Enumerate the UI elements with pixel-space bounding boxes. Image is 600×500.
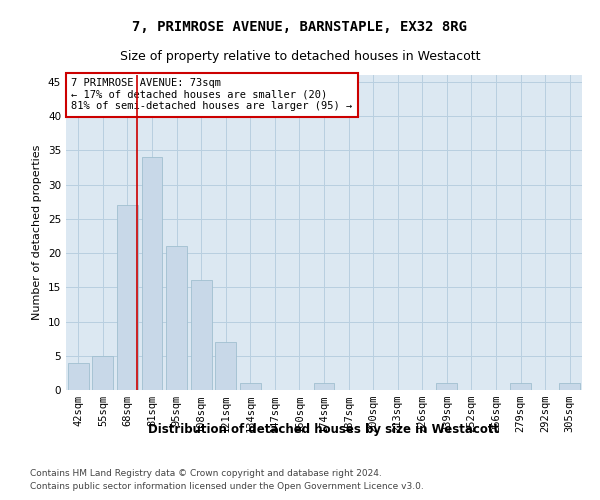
Text: Contains HM Land Registry data © Crown copyright and database right 2024.: Contains HM Land Registry data © Crown c… bbox=[30, 468, 382, 477]
Bar bbox=[559, 383, 580, 390]
Text: Size of property relative to detached houses in Westacott: Size of property relative to detached ho… bbox=[120, 50, 480, 63]
Text: 7, PRIMROSE AVENUE, BARNSTAPLE, EX32 8RG: 7, PRIMROSE AVENUE, BARNSTAPLE, EX32 8RG bbox=[133, 20, 467, 34]
Bar bbox=[215, 342, 236, 390]
Bar bbox=[314, 383, 334, 390]
Bar bbox=[166, 246, 187, 390]
Bar bbox=[68, 362, 89, 390]
Bar bbox=[510, 383, 531, 390]
Y-axis label: Number of detached properties: Number of detached properties bbox=[32, 145, 43, 320]
Text: Distribution of detached houses by size in Westacott: Distribution of detached houses by size … bbox=[148, 422, 500, 436]
Bar bbox=[191, 280, 212, 390]
Bar bbox=[92, 356, 113, 390]
Text: Contains public sector information licensed under the Open Government Licence v3: Contains public sector information licen… bbox=[30, 482, 424, 491]
Bar bbox=[436, 383, 457, 390]
Bar bbox=[142, 157, 163, 390]
Text: 7 PRIMROSE AVENUE: 73sqm
← 17% of detached houses are smaller (20)
81% of semi-d: 7 PRIMROSE AVENUE: 73sqm ← 17% of detach… bbox=[71, 78, 352, 112]
Bar bbox=[240, 383, 261, 390]
Bar bbox=[117, 205, 138, 390]
